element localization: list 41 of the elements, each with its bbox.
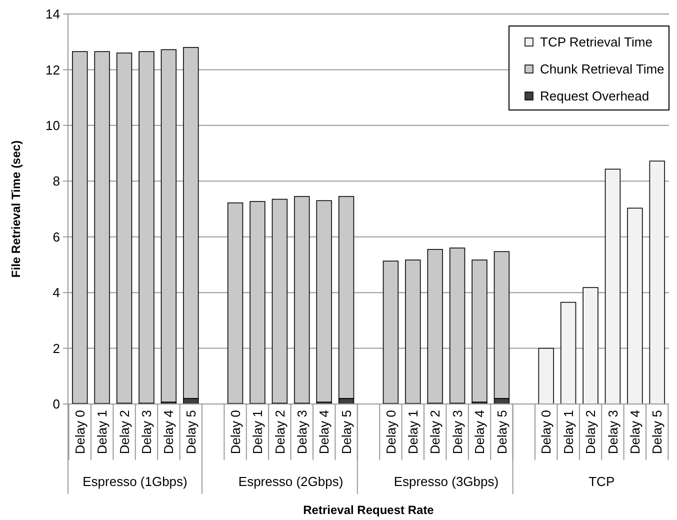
x-tick-label: Delay 2 <box>583 410 598 454</box>
text: Espresso (2Gbps) <box>238 474 344 489</box>
y-axis-title: File Retrieval Time (sec) <box>9 140 23 278</box>
x-tick-label: Delay 0 <box>72 410 88 454</box>
x-tick-label: Delay 5 <box>650 410 665 454</box>
x-tick-label: Delay 4 <box>161 410 176 454</box>
x-tick-label: Delay 5 <box>338 410 354 454</box>
x-tick-label: Delay 4 <box>472 410 488 454</box>
x-tick-label: Delay 3 <box>294 410 310 454</box>
x-tick-label: Delay 1 <box>405 410 420 454</box>
x-tick-label: Delay 1 <box>560 410 576 454</box>
x-tick-label: Delay 3 <box>605 410 620 454</box>
legend-label: Request Overhead <box>540 88 650 104</box>
legend-label: Chunk Retrieval Time <box>540 62 664 77</box>
y-tick-label: 6 <box>52 229 60 244</box>
x-tick-label: Delay 3 <box>139 410 154 454</box>
x-tick-label: Delay 4 <box>627 410 642 454</box>
y-tick-label: 10 <box>46 118 60 133</box>
y-tick-label: 0 <box>52 396 60 412</box>
y-tick-label: 8 <box>52 174 60 189</box>
x-tick-label: Delay 0 <box>383 410 398 454</box>
x-tick-label: Delay 0 <box>538 410 554 454</box>
x-tick-label: Delay 2 <box>428 410 443 454</box>
x-tick-label: Delay 4 <box>316 410 332 454</box>
text: TCP <box>588 474 615 489</box>
x-tick-label: Delay 1 <box>250 410 266 454</box>
legend-label: TCP Retrieval Time <box>540 34 652 50</box>
y-tick-label: 4 <box>52 285 60 300</box>
x-tick-label: Delay 2 <box>116 410 132 454</box>
x-tick-label: Delay 2 <box>272 410 288 454</box>
x-tick-label: Delay 0 <box>228 410 243 454</box>
y-tick-label: 14 <box>46 6 60 22</box>
text: Espresso (1Gbps) <box>82 474 188 489</box>
x-tick-label: Delay 1 <box>94 410 110 454</box>
x-axis-title: Retrieval Request Rate <box>303 503 434 517</box>
x-tick-label: Delay 5 <box>494 410 510 454</box>
text: Espresso (3Gbps) <box>394 474 499 489</box>
x-tick-label: Delay 5 <box>183 410 198 454</box>
y-tick-label: 2 <box>52 340 60 356</box>
x-tick-label: Delay 3 <box>450 410 465 454</box>
y-tick-label: 12 <box>46 62 60 78</box>
